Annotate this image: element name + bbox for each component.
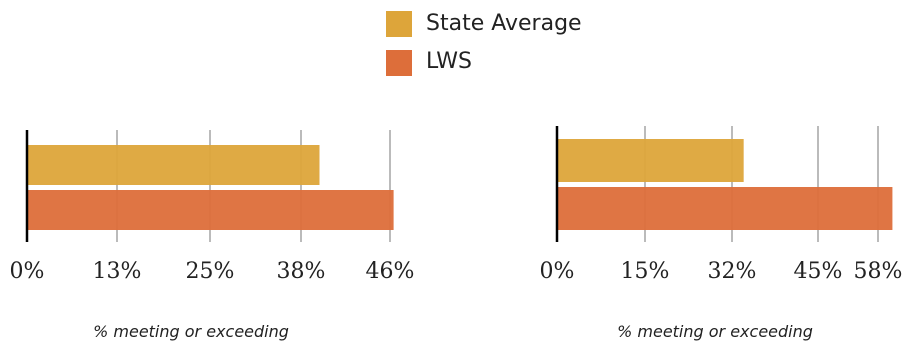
legend-swatch-state-average bbox=[386, 11, 412, 37]
bar-state-average bbox=[27, 145, 320, 185]
x-tick-label: 25% bbox=[186, 259, 235, 284]
bar-state-average bbox=[557, 139, 744, 182]
x-tick-label: 15% bbox=[621, 259, 670, 284]
x-tick-label: 58% bbox=[854, 259, 903, 284]
legend-swatch-lws bbox=[386, 50, 412, 76]
x-tick-label: 0% bbox=[540, 259, 575, 284]
bar-lws bbox=[27, 190, 394, 230]
legend: State Average LWS bbox=[386, 11, 582, 76]
x-tick-label: 45% bbox=[794, 259, 843, 284]
chart-right: % meeting or exceeding 0% 15% 32% 45% 58% bbox=[540, 126, 903, 341]
x-axis-title-right: % meeting or exceeding bbox=[617, 322, 813, 341]
x-tick-label: 32% bbox=[708, 259, 757, 284]
legend-label-state-average: State Average bbox=[426, 11, 582, 36]
x-axis-title-left: % meeting or exceeding bbox=[93, 322, 289, 341]
chart-left: % meeting or exceeding 0% 13% 25% 38% 46% bbox=[10, 130, 415, 341]
x-tick-label: 13% bbox=[93, 259, 142, 284]
x-tick-label: 46% bbox=[366, 259, 415, 284]
bar-lws bbox=[557, 187, 893, 230]
x-tick-label: 38% bbox=[277, 259, 326, 284]
x-tick-label: 0% bbox=[10, 259, 45, 284]
legend-label-lws: LWS bbox=[426, 49, 472, 74]
